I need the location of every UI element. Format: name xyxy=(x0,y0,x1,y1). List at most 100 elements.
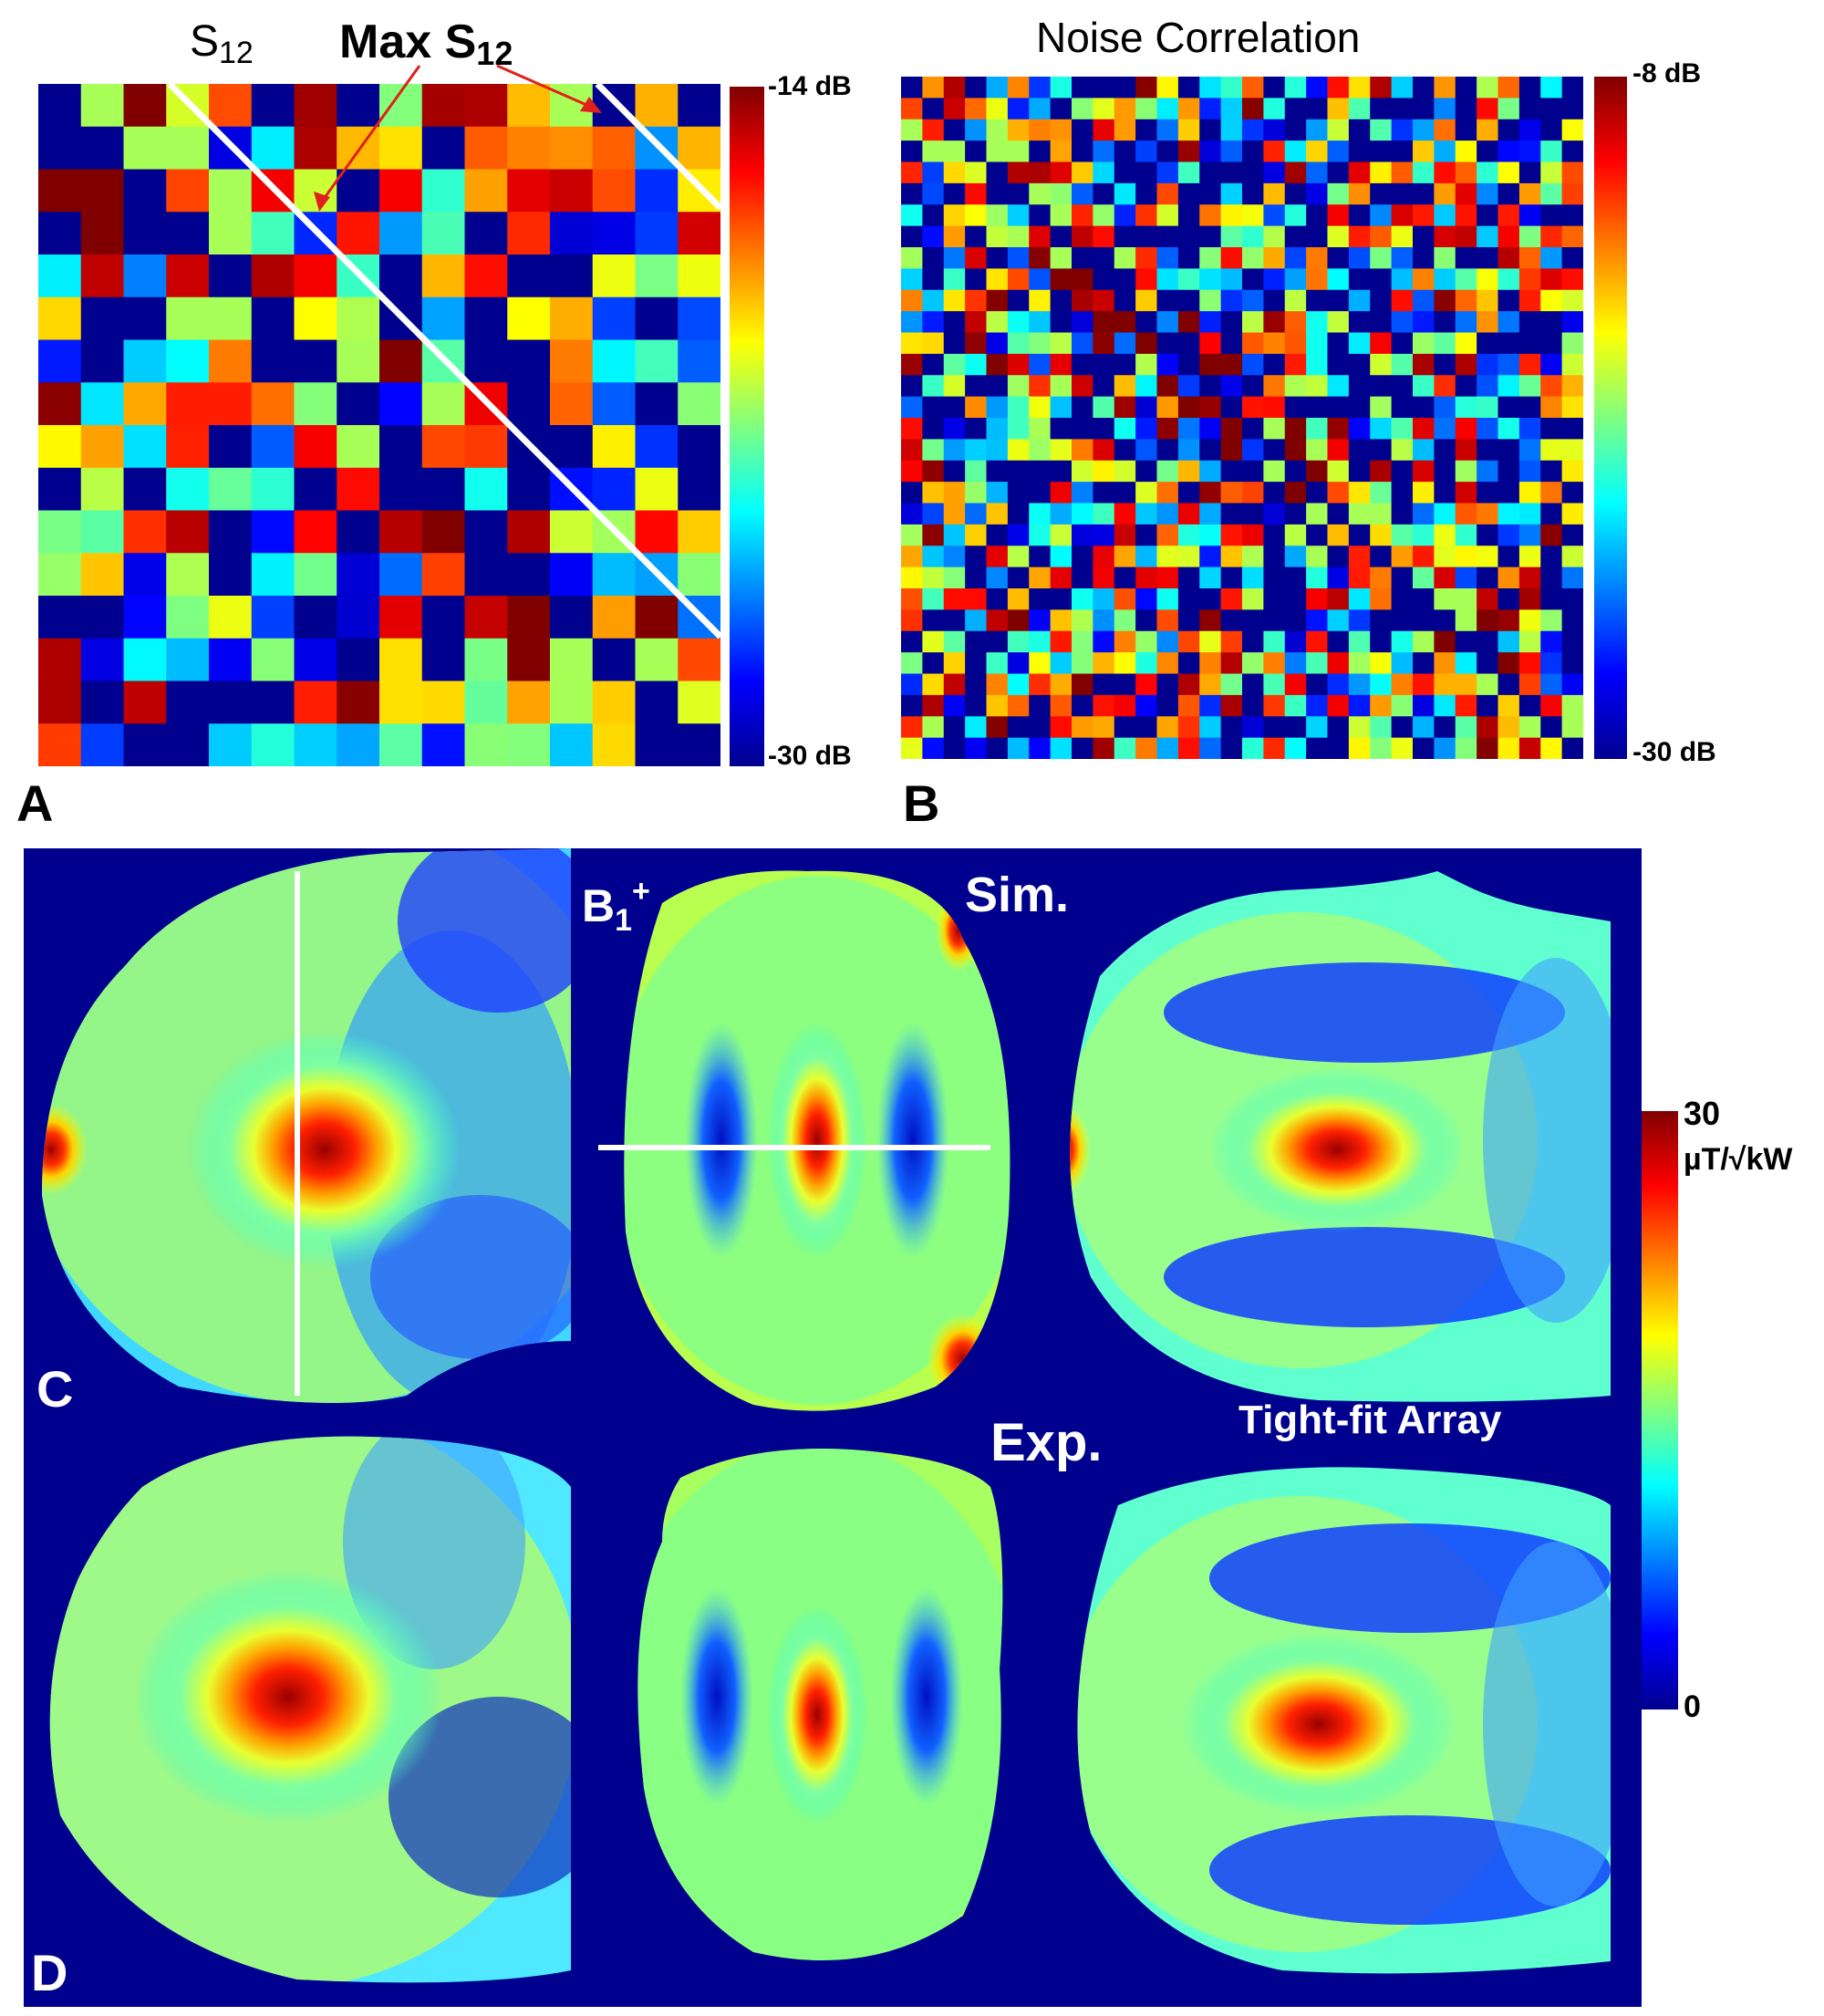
heatmap-cell xyxy=(1177,737,1200,759)
heatmap-cell xyxy=(1391,503,1414,525)
heatmap-cell xyxy=(1498,652,1520,675)
heatmap-cell xyxy=(1348,418,1371,440)
heatmap-cell xyxy=(901,652,923,675)
heatmap-cell xyxy=(123,638,167,682)
heatmap-cell xyxy=(1306,609,1329,632)
heatmap-cell xyxy=(1029,588,1052,610)
heatmap-cell xyxy=(1242,332,1264,355)
heatmap-cell xyxy=(1413,289,1435,312)
heatmap-cell xyxy=(166,296,210,341)
heatmap-cell xyxy=(1284,182,1307,205)
heatmap-cell xyxy=(1413,439,1435,462)
heatmap-cell xyxy=(1156,204,1179,227)
heatmap-cell xyxy=(1498,119,1520,141)
heatmap-cell xyxy=(1242,311,1264,334)
heatmap-cell xyxy=(901,482,923,504)
heatmap-cell xyxy=(337,596,380,639)
heatmap-cell xyxy=(1029,289,1052,312)
heatmap-cell xyxy=(1498,588,1520,610)
heatmap-cell xyxy=(986,652,1009,675)
heatmap-cell xyxy=(1370,98,1393,120)
noise-colorbar-max: -8 dB xyxy=(1632,58,1701,88)
heatmap-cell xyxy=(1156,482,1179,504)
heatmap-cell xyxy=(1029,482,1052,504)
heatmap-cell xyxy=(1156,588,1179,610)
heatmap-cell xyxy=(166,339,210,383)
heatmap-cell xyxy=(421,212,466,255)
heatmap-cell xyxy=(1540,439,1563,462)
heatmap-cell xyxy=(379,681,423,724)
heatmap-cell xyxy=(1050,524,1073,546)
heatmap-cell xyxy=(1050,694,1073,717)
heatmap-cell xyxy=(1220,311,1243,334)
heatmap-cell xyxy=(251,255,295,298)
heatmap-cell xyxy=(678,638,720,682)
heatmap-cell xyxy=(1177,609,1200,632)
heatmap-cell xyxy=(421,382,466,426)
heatmap-cell xyxy=(1540,694,1563,717)
heatmap-cell xyxy=(1455,204,1477,227)
heatmap-cell xyxy=(1220,161,1243,184)
heatmap-cell xyxy=(1561,588,1583,610)
heatmap-cell xyxy=(1177,77,1200,99)
heatmap-cell xyxy=(1370,673,1393,696)
heatmap-cell xyxy=(1370,630,1393,653)
heatmap-cell xyxy=(507,339,551,383)
heatmap-cell xyxy=(1518,332,1541,355)
heatmap-cell xyxy=(1093,311,1115,334)
heatmap-cell xyxy=(1327,439,1350,462)
heatmap-cell xyxy=(1050,353,1073,376)
heatmap-cell xyxy=(1413,566,1435,589)
heatmap-cell xyxy=(123,126,167,171)
heatmap-cell xyxy=(1477,77,1499,99)
heatmap-cell xyxy=(986,204,1009,227)
heatmap-cell xyxy=(1561,652,1583,675)
heatmap-cell xyxy=(1263,588,1286,610)
heatmap-cell xyxy=(1072,311,1093,334)
heatmap-cell xyxy=(1284,161,1307,184)
heatmap-cell xyxy=(1029,673,1052,696)
heatmap-cell xyxy=(1114,673,1136,696)
heatmap-cell xyxy=(1114,332,1136,355)
heatmap-cell xyxy=(1072,353,1093,376)
heatmap-cell xyxy=(550,638,594,682)
heatmap-cell xyxy=(1498,289,1520,312)
heatmap-cell xyxy=(1242,482,1264,504)
heatmap-cell xyxy=(1114,503,1136,525)
heatmap-cell xyxy=(1518,140,1541,163)
heatmap-cell xyxy=(1177,119,1200,141)
heatmap-cell xyxy=(1156,737,1179,759)
heatmap-cell xyxy=(592,723,637,766)
heatmap-cell xyxy=(379,510,423,554)
heatmap-cell xyxy=(1561,77,1583,99)
heatmap-cell xyxy=(1242,418,1264,440)
heatmap-cell xyxy=(1477,716,1499,739)
heatmap-cell xyxy=(1263,98,1286,120)
panel-letter-a: A xyxy=(16,774,54,832)
heatmap-cell xyxy=(1477,673,1499,696)
heatmap-cell xyxy=(1413,182,1435,205)
heatmap-cell xyxy=(1093,119,1115,141)
heatmap-cell xyxy=(80,212,125,255)
heatmap-cell xyxy=(1177,268,1200,291)
heatmap-cell xyxy=(1413,460,1435,483)
heatmap-cell xyxy=(1114,460,1136,483)
heatmap-cell xyxy=(1135,482,1158,504)
heatmap-cell xyxy=(1177,161,1200,184)
heatmap-cell xyxy=(1327,566,1350,589)
heatmap-cell xyxy=(1498,439,1520,462)
heatmap-cell xyxy=(1370,247,1393,269)
heatmap-cell xyxy=(421,169,466,213)
heatmap-cell xyxy=(1327,225,1350,248)
heatmap-cell xyxy=(1029,652,1052,675)
heatmap-cell xyxy=(1114,98,1136,120)
s12-title: S12 xyxy=(190,17,254,70)
heatmap-cell xyxy=(209,681,253,724)
heatmap-cell xyxy=(1518,289,1541,312)
heatmap-cell xyxy=(965,716,988,739)
heatmap-cell xyxy=(1093,353,1115,376)
heatmap-cell xyxy=(1348,268,1371,291)
heatmap-cell xyxy=(1156,77,1179,99)
heatmap-cell xyxy=(1413,694,1435,717)
heatmap-cell xyxy=(1284,630,1307,653)
